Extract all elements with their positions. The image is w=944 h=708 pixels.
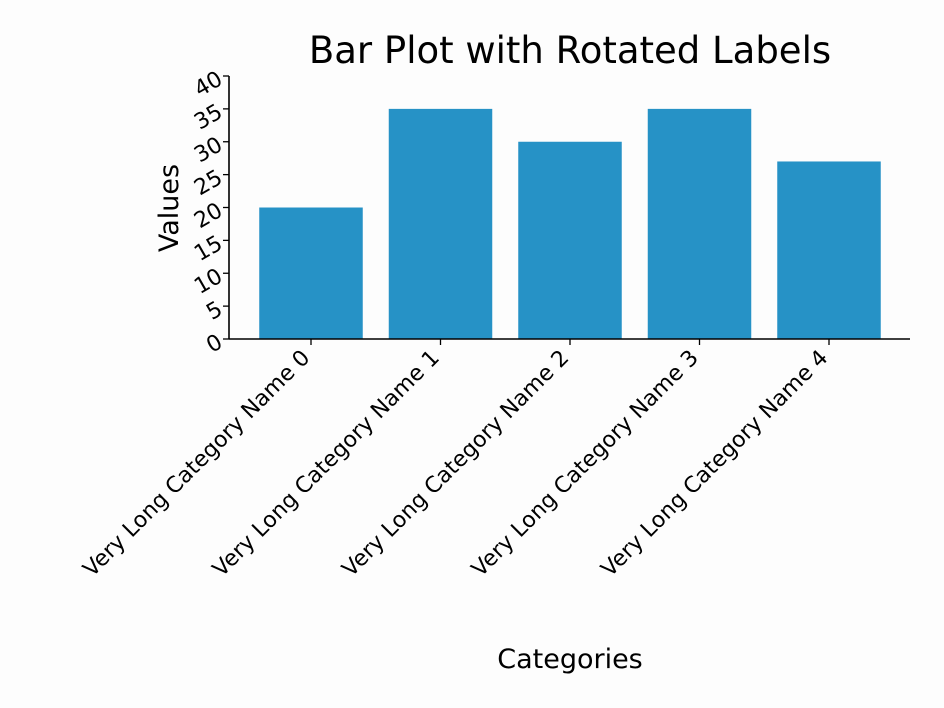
x-tick-label-4: Very Long Category Name 4: [597, 346, 834, 583]
chart-title: Bar Plot with Rotated Labels: [309, 29, 831, 72]
x-tick-label-0: Very Long Category Name 0: [79, 346, 316, 583]
y-tick-label-8: 40: [190, 67, 227, 103]
y-tick-label-4: 20: [190, 198, 227, 234]
x-axis-label: Categories: [497, 644, 643, 675]
bar-0: [259, 207, 363, 339]
y-tick-label-3: 15: [190, 231, 227, 267]
bar-1: [388, 108, 493, 339]
y-tick-label-0: 0: [202, 330, 227, 359]
x-tick-label-2: Very Long Category Name 2: [338, 346, 575, 583]
y-tick-label-1: 5: [202, 297, 227, 326]
bars-group: [259, 108, 881, 339]
bar-4: [777, 161, 881, 339]
y-tick-label-7: 35: [190, 100, 227, 136]
x-tick-label-3: Very Long Category Name 3: [467, 346, 704, 583]
y-tick-label-2: 10: [190, 264, 227, 300]
y-axis-label: Values: [154, 164, 185, 252]
y-tick-label-5: 25: [190, 165, 227, 201]
y-tick-label-6: 30: [190, 132, 227, 168]
bar-3: [647, 108, 752, 339]
bar-2: [518, 141, 622, 339]
x-tick-label-1: Very Long Category Name 1: [208, 346, 445, 583]
